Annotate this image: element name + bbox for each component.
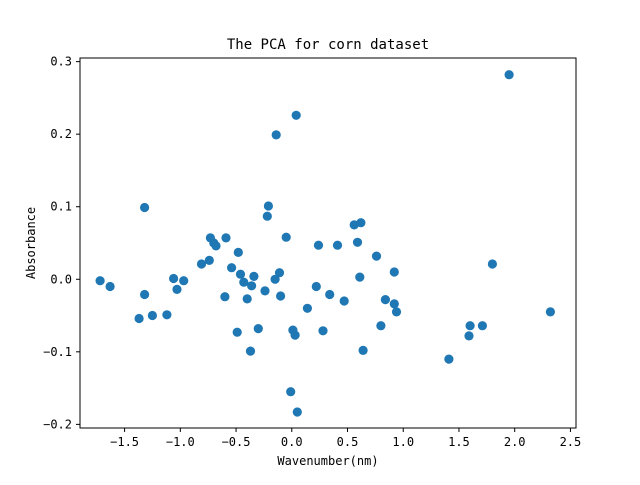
data-point (545, 307, 556, 317)
data-point (140, 202, 150, 213)
data-point (389, 267, 399, 277)
data-point (239, 277, 249, 287)
data-point (260, 286, 270, 296)
data-point (147, 310, 157, 321)
data-point (179, 276, 189, 286)
data-point (220, 292, 230, 302)
data-point (465, 321, 475, 331)
data-point (292, 407, 302, 417)
data-point (325, 289, 335, 300)
x-tick-label: −1.0 (166, 435, 195, 449)
data-point (221, 233, 231, 243)
x-axis-label: Wavenumber(nm) (277, 454, 378, 468)
data-point (504, 70, 514, 80)
x-tick-label: −0.5 (222, 435, 251, 449)
chart-title: The PCA for corn dataset (227, 37, 429, 53)
data-point (352, 237, 363, 247)
data-point (233, 247, 243, 257)
data-point (311, 281, 321, 292)
data-point (263, 201, 273, 211)
x-tick-label: 2.5 (560, 435, 582, 449)
data-point (140, 289, 150, 300)
data-point (249, 271, 259, 281)
x-tick-label: −1.5 (110, 435, 139, 449)
data-point (162, 310, 172, 320)
x-tick-label: 1.5 (448, 435, 470, 449)
data-point (274, 268, 285, 278)
data-point (339, 296, 349, 306)
data-point (227, 263, 237, 273)
data-point (313, 240, 324, 250)
data-point (389, 299, 399, 309)
x-axis-ticks: −1.5 −1.0 −0.5 0.0 0.5 1.0 1.5 2.0 2.5 (110, 428, 581, 449)
y-tick-label: −0.1 (43, 345, 72, 359)
data-point (291, 110, 301, 120)
data-point (358, 345, 368, 355)
data-point (247, 281, 257, 291)
data-point (477, 321, 487, 331)
data-point (356, 218, 366, 228)
data-point (332, 240, 343, 250)
y-tick-label: 0.0 (50, 272, 72, 286)
data-point (245, 346, 256, 356)
data-point (487, 259, 497, 269)
data-point (262, 211, 272, 221)
x-tick-label: 1.0 (392, 435, 414, 449)
data-point (286, 387, 296, 397)
data-point (391, 307, 402, 317)
data-point (172, 284, 182, 294)
data-point (196, 259, 207, 269)
data-point (271, 130, 281, 140)
y-tick-label: −0.2 (43, 417, 72, 431)
data-point (169, 273, 179, 284)
data-point (242, 294, 252, 304)
data-point (95, 276, 105, 286)
y-tick-label: 0.3 (50, 55, 72, 69)
y-axis-ticks: −0.2 −0.1 0.0 0.1 0.2 0.3 (43, 55, 80, 431)
plot-frame (79, 57, 577, 429)
data-point (355, 272, 365, 282)
data-point (211, 241, 221, 251)
data-point (204, 255, 214, 265)
x-tick-label: 0.5 (337, 435, 359, 449)
data-points (95, 70, 556, 417)
data-point (371, 251, 382, 261)
data-point (270, 274, 280, 284)
y-tick-label: 0.2 (50, 127, 72, 141)
x-tick-label: 0.0 (281, 435, 303, 449)
y-tick-label: 0.1 (50, 200, 72, 214)
x-tick-label: 2.0 (504, 435, 526, 449)
data-point (464, 331, 474, 341)
data-point (376, 321, 386, 331)
data-point (318, 326, 328, 336)
data-point (380, 295, 390, 305)
data-point (232, 327, 242, 337)
y-axis-label: Absorbance (24, 207, 38, 279)
data-point (253, 324, 263, 334)
data-point (105, 281, 115, 292)
data-point (235, 269, 246, 279)
data-point (281, 232, 291, 242)
data-point (134, 313, 144, 324)
data-point (276, 291, 286, 301)
data-point (302, 303, 312, 313)
data-point (290, 330, 300, 340)
data-point (444, 354, 454, 364)
